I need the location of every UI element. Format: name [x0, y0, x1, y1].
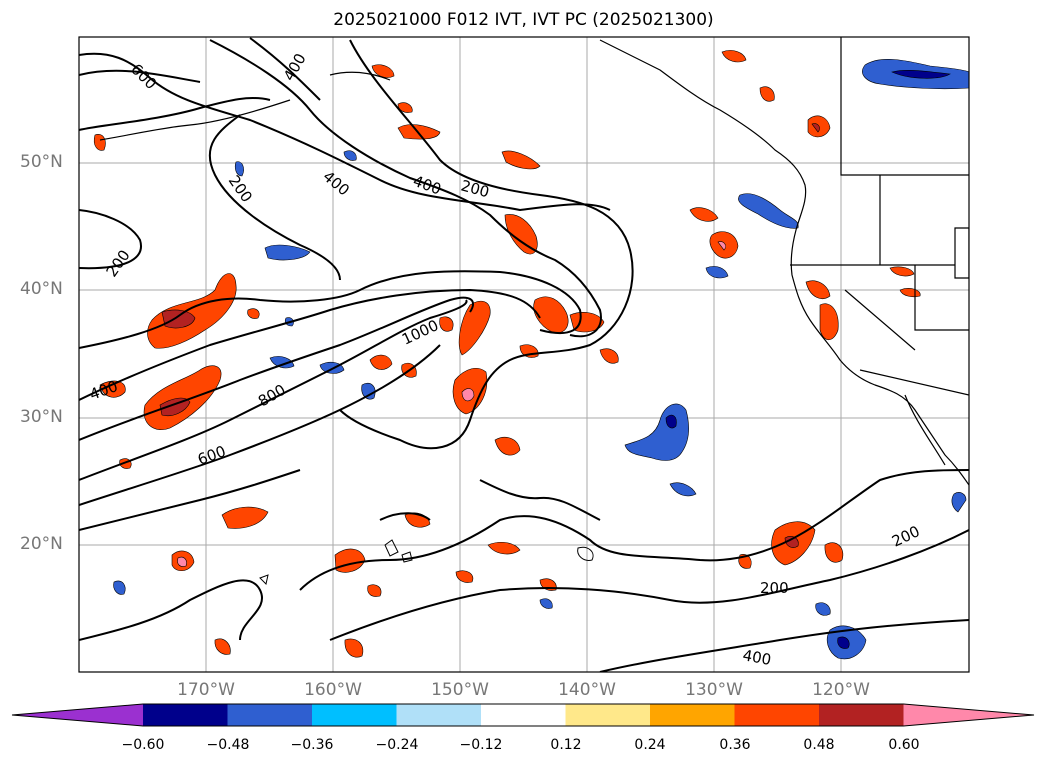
contour-label: 200	[225, 172, 256, 206]
lat-label: 30°N	[20, 407, 63, 427]
colorbar-segment	[819, 704, 904, 726]
contour-label: 400	[741, 646, 772, 669]
islands	[259, 539, 594, 585]
colorbar-extend-high	[903, 704, 1034, 726]
colorbar-tick-label: 0.24	[634, 737, 666, 753]
map-title: 2025021000 F012 IVT, IVT PC (2025021300)	[333, 10, 714, 30]
colorbar-segment	[565, 704, 651, 726]
colorbar-segment	[143, 704, 228, 726]
colorbar-extend-low	[12, 704, 143, 726]
colorbar-tick-label: 0.60	[888, 737, 920, 753]
colorbar-segment	[481, 704, 566, 726]
contour-label: 200	[889, 522, 923, 550]
lon-label: 140°W	[558, 680, 616, 700]
colorbar-segment	[734, 704, 820, 726]
contour-label: 200	[103, 247, 134, 281]
colorbar-outline	[11, 703, 1035, 727]
colorbar-segment	[396, 704, 482, 726]
contour-label: 600	[195, 442, 228, 469]
contour-labels: 600 400 200 400 400 200 200 1000 800 600…	[87, 50, 922, 669]
lon-label: 160°W	[304, 680, 362, 700]
contour-label: 400	[87, 377, 120, 404]
lat-label: 20°N	[20, 534, 63, 554]
positive-anomalies	[93, 50, 921, 658]
colorbar-tick-label: −0.24	[375, 737, 419, 753]
contour-label: 400	[319, 167, 353, 199]
contour-label: 400	[280, 50, 310, 84]
colorbar-tick-label: −0.60	[121, 737, 165, 753]
colorbar-tick-label: −0.36	[290, 737, 334, 753]
colorbar-tick-label: −0.48	[206, 737, 250, 753]
contour-label: 1000	[399, 316, 441, 348]
ivt-contours	[79, 37, 969, 672]
lon-label: 120°W	[812, 680, 870, 700]
colorbar-segment	[227, 704, 313, 726]
plot-frame	[78, 36, 970, 673]
negative-anomalies	[113, 59, 969, 660]
contour-label: 200	[459, 176, 491, 201]
colorbar	[11, 703, 1035, 727]
lat-label: 50°N	[20, 152, 63, 172]
colorbar-segment	[312, 704, 397, 726]
lon-label: 170°W	[177, 680, 235, 700]
colorbar-tick-label: 0.36	[719, 737, 751, 753]
lat-label: 40°N	[20, 279, 63, 299]
colorbar-segment	[650, 704, 735, 726]
contour-label: 400	[411, 172, 444, 199]
coastline	[99, 37, 969, 486]
colorbar-tick-label: −0.12	[459, 737, 503, 753]
lon-label: 150°W	[431, 680, 489, 700]
colorbar-tick-label: 0.48	[803, 737, 835, 753]
lon-label: 130°W	[685, 680, 743, 700]
colorbar-tick-label: 0.12	[550, 737, 582, 753]
contour-label: 200	[760, 579, 789, 597]
